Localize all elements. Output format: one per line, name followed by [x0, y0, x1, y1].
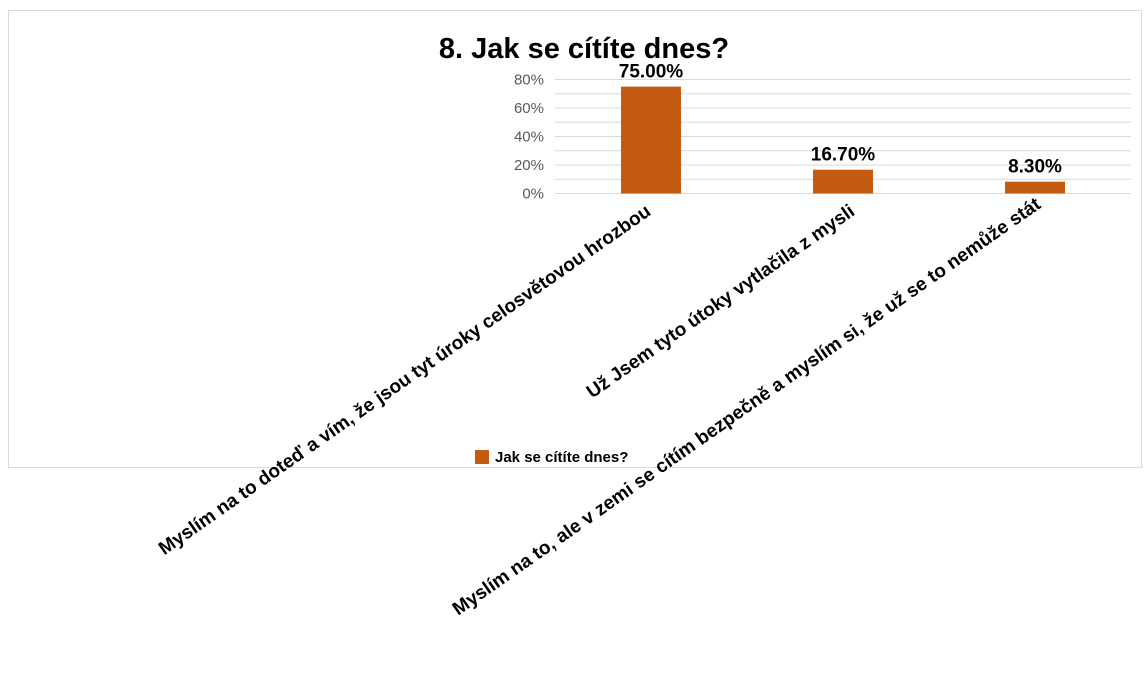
- data-label: 16.70%: [811, 145, 876, 166]
- data-labels: 75.00% 16.70% 8.30%: [619, 62, 1062, 178]
- y-tick-label: 60%: [514, 100, 544, 117]
- category-label: Myslím na to, ale v zemi se cítím bezpeč…: [449, 194, 1045, 620]
- chart-title: 8. Jak se cítíte dnes?: [439, 33, 729, 65]
- bars: [621, 86, 1065, 194]
- bar: [621, 86, 681, 194]
- category-labels: Myslím na to doteď a vím, že jsou tyt úr…: [155, 194, 1045, 620]
- y-tick-label: 80%: [514, 72, 544, 89]
- legend: Jak se cítíte dnes?: [475, 449, 628, 466]
- bar: [813, 169, 873, 194]
- category-label: Myslím na to doteď a vím, že jsou tyt úr…: [155, 201, 655, 560]
- legend-label: Jak se cítíte dnes?: [495, 449, 628, 466]
- y-tick-label: 0%: [522, 186, 544, 203]
- chart-frame: [8, 10, 1142, 468]
- bar: [1005, 181, 1065, 194]
- y-tick-label: 20%: [514, 157, 544, 174]
- y-axis-ticks: 0% 20% 40% 60% 80%: [514, 72, 544, 203]
- y-tick-label: 40%: [514, 129, 544, 146]
- data-label: 75.00%: [619, 62, 684, 83]
- legend-swatch: [475, 450, 489, 464]
- data-label: 8.30%: [1008, 157, 1062, 178]
